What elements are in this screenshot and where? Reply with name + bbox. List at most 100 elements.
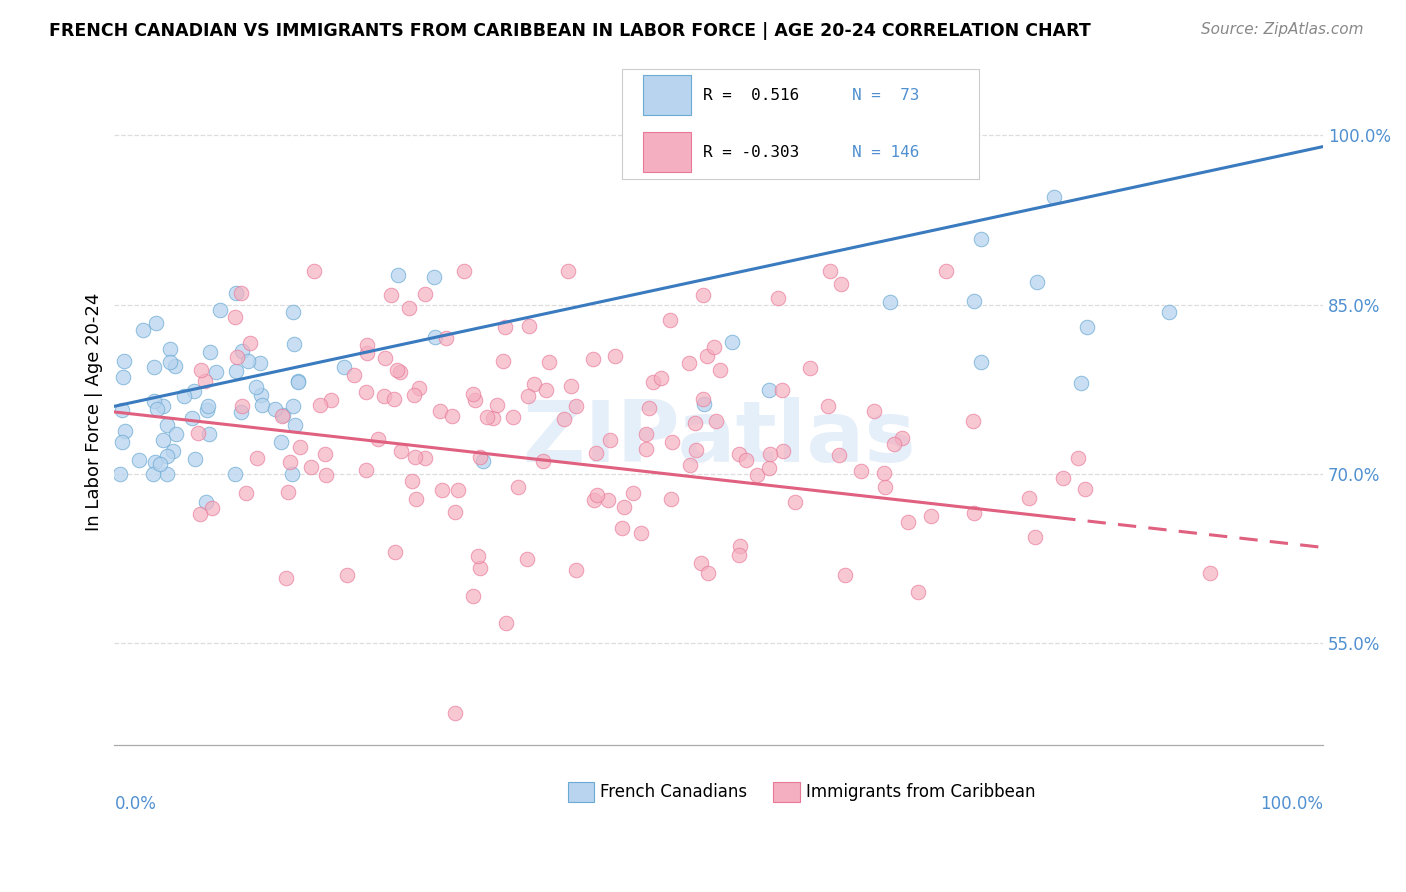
Point	[872, 466, 894, 480]
Point	[634, 442, 657, 457]
Point	[152, 433, 174, 447]
Point	[661, 435, 683, 450]
Point	[935, 264, 957, 278]
Point	[834, 567, 856, 582]
Bar	[643, 76, 690, 115]
Point	[785, 495, 807, 509]
Point	[830, 277, 852, 291]
Point	[907, 585, 929, 599]
Point	[309, 398, 332, 412]
Point	[553, 411, 575, 425]
Point	[429, 404, 451, 418]
Point	[194, 375, 217, 389]
Point	[583, 492, 606, 507]
Point	[149, 457, 172, 471]
Point	[630, 526, 652, 541]
Point	[224, 467, 246, 481]
Point	[183, 384, 205, 398]
Point	[195, 403, 218, 417]
Point	[772, 443, 794, 458]
Point	[159, 342, 181, 356]
Text: Immigrants from Caribbean: Immigrants from Caribbean	[806, 782, 1035, 801]
Point	[224, 310, 246, 325]
Text: French Canadians: French Canadians	[600, 782, 748, 801]
Point	[408, 381, 430, 395]
Text: 0.0%: 0.0%	[114, 795, 156, 813]
Point	[1052, 471, 1074, 485]
Point	[517, 318, 540, 333]
Point	[252, 399, 274, 413]
Point	[225, 350, 247, 364]
Point	[245, 380, 267, 394]
Point	[304, 264, 326, 278]
Point	[229, 286, 252, 301]
Point	[231, 343, 253, 358]
Point	[696, 349, 718, 363]
Point	[693, 397, 716, 411]
Point	[709, 363, 731, 377]
Point	[398, 301, 420, 315]
Point	[204, 365, 226, 379]
Point	[745, 467, 768, 482]
Y-axis label: In Labor Force | Age 20-24: In Labor Force | Age 20-24	[86, 293, 103, 531]
Point	[704, 414, 727, 428]
Point	[679, 458, 702, 473]
Point	[165, 427, 187, 442]
Point	[143, 455, 166, 469]
Point	[758, 383, 780, 397]
Point	[246, 451, 269, 466]
Point	[143, 394, 166, 409]
Point	[582, 352, 605, 367]
Point	[389, 444, 412, 458]
Point	[270, 409, 292, 424]
Text: FRENCH CANADIAN VS IMMIGRANTS FROM CARIBBEAN IN LABOR FORCE | AGE 20-24 CORRELAT: FRENCH CANADIAN VS IMMIGRANTS FROM CARIB…	[49, 22, 1091, 40]
Point	[111, 435, 134, 450]
Point	[200, 344, 222, 359]
Point	[692, 392, 714, 406]
Point	[405, 491, 427, 506]
Point	[770, 383, 793, 397]
Point	[280, 455, 302, 469]
Point	[356, 346, 378, 360]
Point	[181, 411, 204, 425]
Point	[637, 401, 659, 416]
Point	[502, 409, 524, 424]
Point	[969, 232, 991, 246]
Point	[208, 302, 231, 317]
Point	[658, 313, 681, 327]
Point	[404, 450, 426, 464]
Point	[849, 464, 872, 478]
Point	[799, 361, 821, 376]
Point	[703, 340, 725, 354]
Point	[728, 447, 751, 461]
Point	[862, 404, 884, 418]
Point	[610, 521, 633, 535]
Point	[314, 447, 336, 461]
Point	[299, 459, 322, 474]
Bar	[773, 781, 800, 802]
Point	[354, 463, 377, 477]
Point	[142, 467, 165, 481]
Point	[111, 403, 134, 417]
Point	[565, 399, 588, 413]
Point	[875, 480, 897, 494]
Point	[659, 492, 682, 507]
Point	[401, 474, 423, 488]
Point	[231, 399, 253, 413]
Point	[1067, 450, 1090, 465]
Point	[198, 426, 221, 441]
Point	[599, 433, 621, 447]
Point	[586, 488, 609, 502]
Point	[463, 387, 485, 401]
Point	[110, 467, 132, 481]
Point	[636, 426, 658, 441]
Point	[114, 425, 136, 439]
Point	[603, 349, 626, 363]
Point	[336, 568, 359, 582]
Point	[596, 493, 619, 508]
Point	[423, 330, 446, 344]
Point	[721, 334, 744, 349]
Point	[173, 389, 195, 403]
Point	[516, 389, 538, 403]
Point	[187, 425, 209, 440]
